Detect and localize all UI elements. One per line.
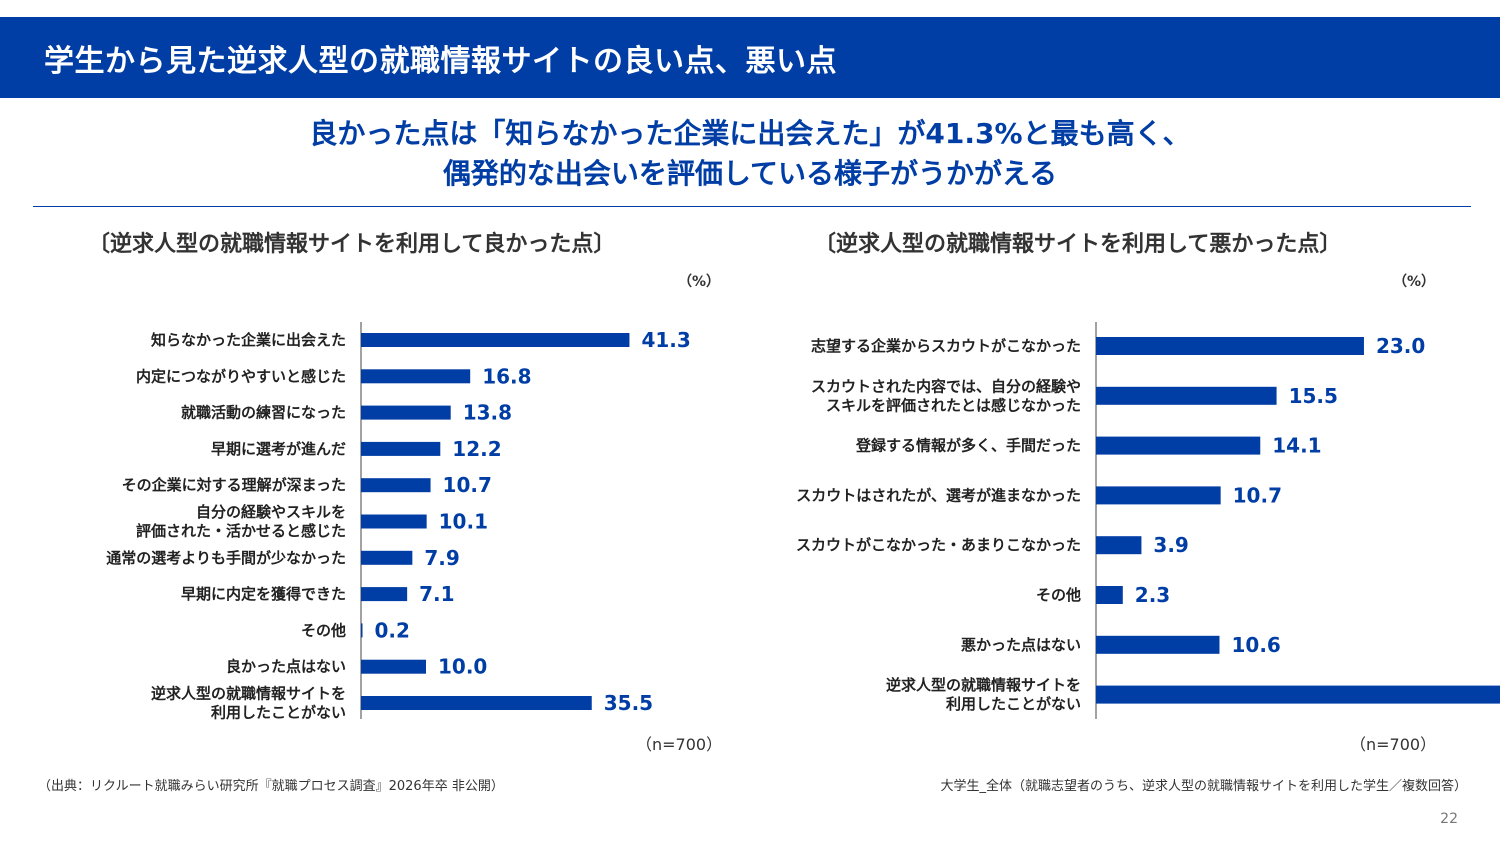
left-chart-unit: （%） — [678, 274, 721, 290]
left-bar — [361, 550, 413, 565]
source-note: （出典：リクルート就職みらい研究所『就職プロセス調査』2026年卒 非公開） — [38, 779, 504, 794]
left-category-label: 自分の経験やスキルを評価された・活かせると感じた — [136, 503, 346, 540]
left-sample-size: （n=700） — [636, 735, 723, 754]
right-bar — [1096, 386, 1277, 405]
left-value-label: 13.8 — [463, 401, 512, 425]
divider — [33, 206, 1471, 207]
right-bar — [1096, 436, 1261, 455]
respondent-note: 大学生_全体（就職志望者のうち、逆求人型の就職情報サイトを利用した学生／複数回答… — [940, 779, 1467, 794]
right-bar-chart: 23.0 志望する企業からスカウトがこなかった 15.5 スカウトされた内容では、自分… — [796, 322, 1500, 719]
right-category-label: スカウトがこなかった・あまりこなかった — [796, 536, 1081, 554]
left-category-label: その企業に対する理解が深まった — [122, 476, 346, 494]
page-title: 学生から見た逆求人型の就職情報サイトの良い点、悪い点 — [44, 44, 837, 79]
left-bar — [361, 405, 451, 420]
right-bar — [1096, 685, 1500, 704]
left-category-label: 良かった点はない — [226, 658, 346, 676]
left-bar — [361, 478, 431, 493]
left-bar — [361, 369, 471, 384]
right-value-label: 10.7 — [1233, 483, 1282, 507]
headline-line-2: 偶発的な出会いを評価している様子がうかがえる — [442, 157, 1058, 190]
headline: 良かった点は「知らなかった企業に出会えた」が41.3%と最も高く、 偶発的な出会… — [0, 114, 1500, 194]
left-category-label: 内定につながりやすいと感じた — [136, 367, 346, 385]
left-category-label: 知らなかった企業に出会えた — [151, 331, 346, 349]
page-number: 22 — [1440, 811, 1458, 827]
right-category-label: スカウトされた内容では、自分の経験やスキルを評価されたとは感じなかった — [811, 377, 1081, 414]
right-value-label: 2.3 — [1135, 583, 1170, 607]
left-category-label: 逆求人型の就職情報サイトを利用したことがない — [151, 685, 346, 722]
right-value-label: 15.5 — [1289, 384, 1338, 408]
left-value-label: 41.3 — [641, 328, 690, 352]
right-value-label: 10.6 — [1231, 633, 1280, 657]
right-category-label: スカウトはされたが、選考が進まなかった — [796, 486, 1081, 504]
left-value-label: 10.0 — [438, 655, 487, 679]
left-value-label: 10.1 — [439, 510, 488, 534]
left-category-label: その他 — [301, 621, 346, 639]
left-value-label: 12.2 — [452, 437, 501, 461]
right-value-label: 14.1 — [1272, 434, 1321, 458]
header-bar: 学生から見た逆求人型の就職情報サイトの良い点、悪い点 — [0, 17, 1500, 98]
left-bar — [361, 587, 408, 602]
right-bar — [1096, 536, 1142, 555]
left-value-label: 0.2 — [375, 618, 410, 642]
right-bar — [1096, 486, 1221, 505]
left-chart-title: 〔逆求人型の就職情報サイトを利用して良かった点〕 — [88, 232, 616, 257]
right-category-label: 登録する情報が多く、手間だった — [855, 437, 1081, 455]
right-bar — [1096, 635, 1220, 654]
left-bar — [361, 333, 630, 347]
left-bar — [361, 696, 592, 710]
left-category-label: 早期に選考が進んだ — [211, 440, 346, 458]
right-chart-unit: （%） — [1393, 274, 1436, 290]
right-category-label: 悪かった点はない — [961, 636, 1081, 654]
left-category-label: 早期に内定を獲得できた — [181, 585, 346, 603]
left-bar — [361, 623, 363, 638]
right-category-label: 逆求人型の就職情報サイトを利用したことがない — [886, 676, 1081, 713]
right-bar — [1096, 586, 1123, 604]
left-value-label: 7.1 — [419, 582, 454, 606]
right-category-label: 志望する企業からスカウトがこなかった — [811, 337, 1081, 355]
right-value-label: 3.9 — [1153, 533, 1188, 557]
left-bar — [361, 441, 441, 456]
left-value-label: 10.7 — [443, 473, 492, 497]
left-category-label: 通常の選考よりも手間が少なかった — [106, 549, 346, 567]
right-bar — [1096, 337, 1364, 355]
right-chart-title: 〔逆求人型の就職情報サイトを利用して悪かった点〕 — [814, 232, 1342, 257]
left-bar — [361, 659, 426, 674]
right-value-label: 23.0 — [1376, 334, 1425, 358]
left-category-label: 就職活動の練習になった — [181, 404, 346, 422]
right-category-label: その他 — [1036, 586, 1081, 604]
left-value-label: 35.5 — [604, 691, 653, 715]
left-bar-chart: 41.3 知らなかった企業に出会えた 16.8 内定につながりやすいと感じた 13.8 就… — [106, 322, 691, 722]
left-value-label: 16.8 — [482, 364, 531, 388]
left-value-label: 7.9 — [424, 546, 459, 570]
left-bar — [361, 514, 427, 529]
right-sample-size: （n=700） — [1350, 735, 1437, 754]
headline-line-1: 良かった点は「知らなかった企業に出会えた」が41.3%と最も高く、 — [309, 117, 1191, 150]
